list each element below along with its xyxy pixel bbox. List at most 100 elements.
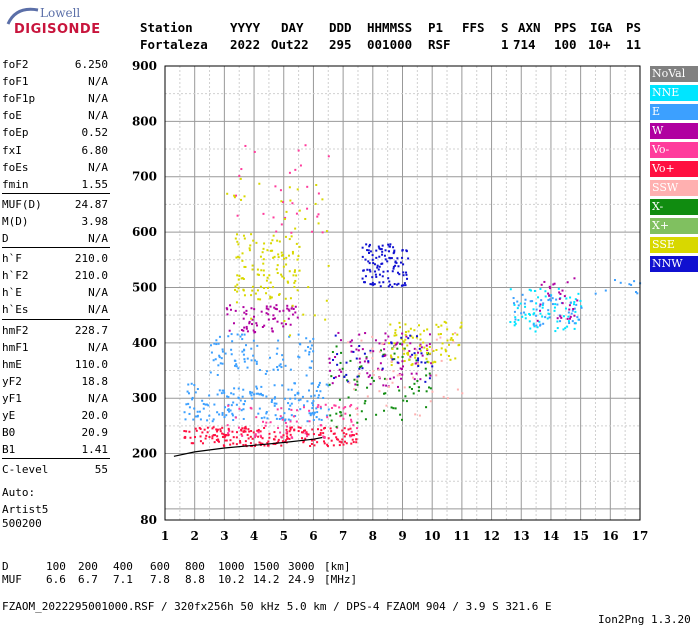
echo-point: [306, 207, 309, 210]
echo-point: [553, 306, 556, 309]
echo-point: [310, 360, 313, 363]
echo-point: [248, 247, 251, 250]
echo-point: [315, 416, 318, 419]
echo-point: [234, 309, 237, 312]
echo-point: [273, 306, 276, 309]
y-tick-label: 500: [132, 280, 157, 294]
header-value: RSF: [428, 37, 451, 52]
y-tick-label: 200: [132, 447, 157, 461]
echo-point: [573, 277, 576, 280]
echo-point: [342, 432, 345, 435]
echo-point: [219, 430, 222, 433]
echo-point: [325, 383, 328, 386]
echo-point: [372, 379, 375, 382]
echo-point: [231, 340, 234, 343]
echo-point: [548, 285, 551, 288]
echo-point: [543, 280, 546, 283]
echo-point: [532, 313, 535, 316]
x-tick-label: 17: [632, 529, 649, 543]
echo-point: [328, 383, 331, 386]
echo-point: [232, 393, 235, 396]
logo-arc-icon: [6, 7, 39, 25]
echo-point: [407, 351, 410, 354]
echo-point: [408, 358, 411, 361]
echo-point: [375, 256, 378, 259]
echo-point: [247, 437, 250, 440]
echo-point: [379, 248, 382, 251]
echo-point: [242, 277, 245, 280]
echo-point: [276, 366, 279, 369]
echo-point: [263, 242, 266, 245]
param-value: 55: [94, 463, 108, 477]
echo-point: [290, 408, 293, 411]
echo-point: [349, 414, 352, 417]
echo-point: [307, 286, 310, 289]
echo-point: [231, 412, 234, 415]
echo-point: [248, 430, 251, 433]
echo-point: [459, 326, 462, 329]
echo-point: [273, 317, 276, 320]
echo-point: [276, 239, 279, 242]
echo-point: [509, 288, 512, 291]
echo-point: [193, 384, 196, 387]
echo-point: [256, 268, 259, 271]
echo-point: [323, 440, 326, 443]
echo-point: [282, 201, 285, 204]
echo-point: [290, 235, 293, 238]
echo-point: [249, 244, 252, 247]
echo-point: [237, 396, 240, 399]
echo-point: [249, 392, 252, 395]
echo-point: [556, 327, 559, 330]
echo-point: [355, 357, 358, 360]
echo-point: [233, 387, 236, 390]
echo-point: [356, 380, 359, 383]
echo-point: [399, 326, 402, 329]
echo-point: [341, 429, 344, 432]
echo-point: [385, 384, 388, 387]
echo-point: [264, 372, 267, 375]
echo-point: [521, 315, 524, 318]
echo-point: [633, 280, 636, 283]
echo-point: [572, 308, 575, 311]
echo-point: [241, 350, 244, 353]
echo-point: [289, 297, 292, 300]
echo-point: [566, 281, 569, 284]
echo-point: [396, 347, 399, 350]
echo-point: [411, 336, 414, 339]
echo-point: [384, 392, 387, 395]
echo-point: [535, 314, 538, 317]
echo-point: [444, 348, 447, 351]
echo-point: [322, 435, 325, 438]
echo-point: [317, 213, 320, 216]
echo-point: [190, 442, 193, 445]
footer-distance-value: 100: [46, 560, 66, 573]
echo-point: [509, 321, 512, 324]
echo-point: [423, 329, 426, 332]
echo-point: [366, 249, 369, 252]
echo-point: [417, 389, 420, 392]
param-value: N/A: [88, 340, 108, 354]
echo-point: [289, 404, 292, 407]
echo-point: [312, 404, 315, 407]
echo-point: [312, 337, 315, 340]
echo-point: [417, 365, 420, 368]
echo-point: [312, 418, 315, 421]
echo-point: [278, 310, 281, 313]
echo-point: [539, 287, 542, 290]
echo-point: [277, 253, 280, 256]
echo-point: [330, 430, 333, 433]
echo-point: [331, 406, 334, 409]
echo-point: [547, 299, 550, 302]
echo-point: [303, 429, 306, 432]
y-tick-label: 400: [132, 336, 157, 350]
echo-point: [547, 292, 550, 295]
echo-point: [385, 404, 388, 407]
echo-point: [535, 308, 538, 311]
param-row: fxI 6.80: [2, 144, 108, 158]
echo-point: [273, 438, 276, 441]
param-key: fxI: [2, 143, 22, 157]
echo-point: [415, 336, 418, 339]
footer-file-info: FZAOM_2022295001000.RSF / 320fx256h 50 k…: [2, 600, 552, 613]
echo-point: [283, 218, 286, 221]
param-value: N/A: [88, 391, 108, 405]
